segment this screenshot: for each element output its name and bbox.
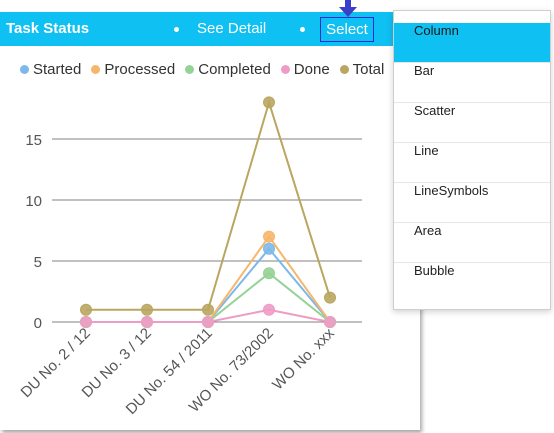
legend-swatch bbox=[339, 65, 349, 74]
see-detail-link[interactable]: See Detail bbox=[197, 20, 267, 37]
bullet-icon bbox=[174, 27, 179, 32]
legend-item-completed[interactable]: Completed bbox=[185, 61, 271, 78]
legend-swatch bbox=[185, 65, 195, 74]
legend-label: Completed bbox=[198, 61, 271, 78]
menu-item-scatter[interactable]: Scatter bbox=[394, 103, 550, 143]
menu-item-bubble[interactable]: Bubble bbox=[414, 263, 455, 278]
legend-label: Total bbox=[352, 61, 385, 78]
menu-item-column[interactable]: Column bbox=[394, 23, 550, 63]
bullet-icon bbox=[300, 27, 305, 32]
chart-type-menu: Column Bar Scatter Line LineSymbols Area Bubbl… bbox=[393, 10, 551, 310]
arrow-down-icon bbox=[339, 0, 357, 17]
task-status-card: Task Status See Detail Select Started Pr… bbox=[0, 12, 420, 430]
legend-label: Done bbox=[293, 61, 330, 78]
menu-item-area[interactable]: Area bbox=[394, 223, 550, 263]
legend-label: Processed bbox=[104, 61, 176, 78]
select-button[interactable]: Select bbox=[320, 17, 374, 42]
legend-item-processed[interactable]: Processed bbox=[91, 61, 175, 78]
legend-label: Started bbox=[33, 61, 82, 78]
legend-item-total[interactable]: Total bbox=[339, 61, 385, 78]
chart-legend: Started Processed Completed Done Total bbox=[20, 61, 384, 78]
card-header: Task Status See Detail Select bbox=[0, 12, 420, 46]
menu-item-bar[interactable]: Bar bbox=[394, 63, 550, 103]
legend-swatch bbox=[20, 65, 29, 74]
menu-item-line[interactable]: Line bbox=[394, 143, 550, 183]
card-title: Task Status bbox=[6, 20, 90, 37]
legend-item-started[interactable]: Started bbox=[20, 61, 81, 78]
legend-swatch bbox=[91, 65, 101, 74]
legend-swatch bbox=[280, 65, 290, 74]
legend-item-done[interactable]: Done bbox=[280, 61, 330, 78]
menu-item-linesymbols[interactable]: LineSymbols bbox=[394, 183, 550, 223]
